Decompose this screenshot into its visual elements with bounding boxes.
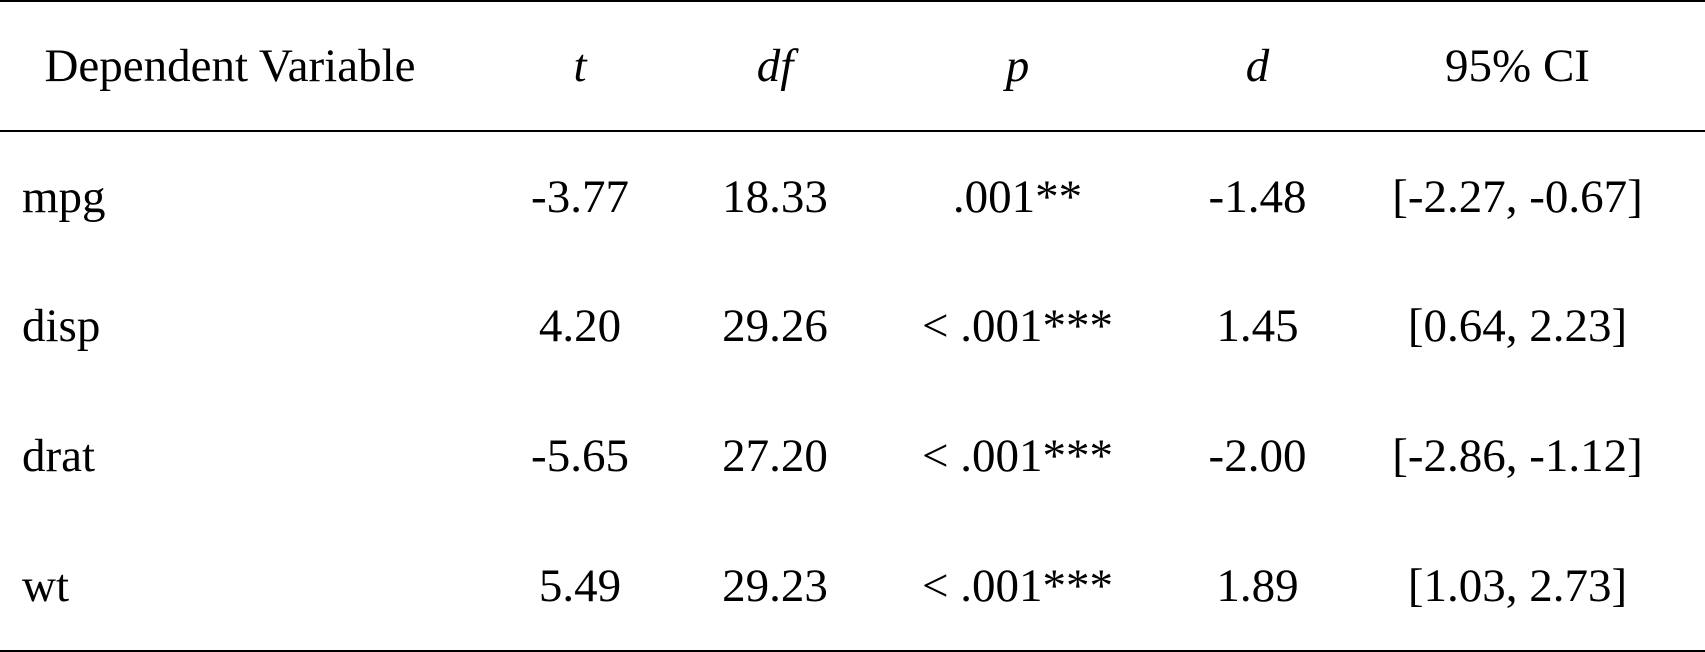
table-row: mpg -3.77 18.33 .001** -1.48 [-2.27, -0.67] [0, 131, 1705, 261]
header-cell: d [1185, 0, 1330, 132]
row-label: disp [22, 300, 101, 352]
table-cell: 1.45 [1216, 300, 1299, 352]
table-cell: 29.26 [722, 300, 828, 352]
table-row: drat -5.65 27.20 < .001*** -2.00 [-2.86, -1.1… [0, 391, 1705, 521]
table-cell: -1.48 [1208, 170, 1307, 223]
table-cell: [1.03, 2.73] [1330, 521, 1705, 652]
table-cell: -3.77 [531, 170, 629, 223]
table-body: mpg -3.77 18.33 .001** -1.48 [-2.27, -0.67] di… [0, 131, 1705, 652]
row-label: wt [0, 521, 460, 652]
table-cell: -5.65 [531, 430, 629, 482]
table-cell: 5.49 [460, 521, 700, 652]
table-cell: .001** [952, 170, 1083, 223]
table-cell: [0.64, 2.23] [1407, 300, 1628, 352]
table-cell: -2.00 [1208, 430, 1307, 482]
header-cell: t [460, 0, 700, 132]
row-label: drat [22, 430, 96, 482]
header-row: Dependent Variable t df p d 95% CI [0, 0, 1705, 132]
table-cell: [-2.86, -1.12] [1392, 430, 1643, 482]
table-cell: < .001*** [850, 521, 1185, 652]
row-label: mpg [22, 170, 106, 223]
table-cell: 4.20 [538, 300, 622, 352]
table-row: wt 5.49 29.23 < .001*** 1.89 [1.03, 2.73] [0, 521, 1705, 652]
table-cell: 18.33 [722, 170, 828, 223]
header-cell: df [700, 0, 850, 132]
table-cell: [-2.27, -0.67] [1392, 170, 1643, 223]
header-cell: 95% CI [1330, 0, 1705, 132]
table-header: Dependent Variable t df p d 95% CI [0, 0, 1705, 132]
table-cell: < .001*** [921, 430, 1113, 482]
header-cell: p [850, 0, 1185, 132]
header-cell: Dependent Variable [0, 0, 460, 132]
table-cell: 29.23 [700, 521, 850, 652]
table-cell: < .001*** [921, 300, 1113, 352]
table-row: disp 4.20 29.26 < .001*** 1.45 [0.64, 2.23] [0, 261, 1705, 391]
table-cell: 1.89 [1185, 521, 1330, 652]
table-cell: 27.20 [722, 430, 828, 482]
